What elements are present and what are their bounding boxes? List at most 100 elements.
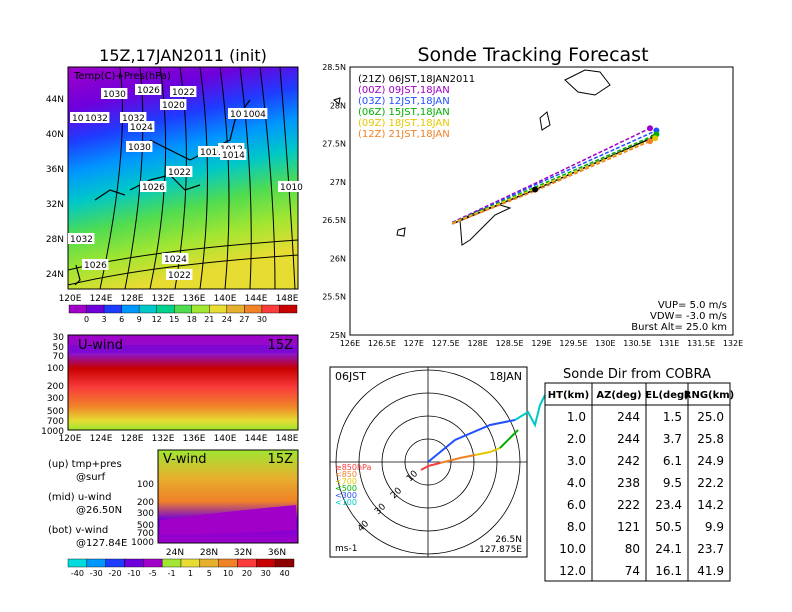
- table-cell: 4.0: [567, 476, 586, 490]
- u-wind-x-tick: 148E: [276, 434, 299, 444]
- wind-colorbar-tick: 20: [242, 569, 252, 578]
- info-vup: VUP= 5.0 m/s: [658, 300, 727, 311]
- u-wind-x-tick: 140E: [214, 434, 237, 444]
- v-wind-x-tick: 32N: [234, 548, 252, 558]
- wind-colorbar-tick: -1: [168, 569, 176, 578]
- u-wind-y-tick: 500: [47, 407, 64, 417]
- polar-legend-entry: <100: [335, 498, 357, 507]
- polar-units: ms-1: [335, 544, 357, 554]
- colorbar-tick: 12: [152, 315, 162, 324]
- polar-legend-entry: ≥850hPa: [335, 463, 372, 472]
- colorbar-segment: [138, 304, 157, 314]
- table-cell: 10.0: [559, 542, 586, 556]
- colorbar-segment: [174, 304, 192, 314]
- v-wind-x-tick: 28N: [200, 548, 218, 558]
- map-x-tick: 144E: [245, 294, 268, 304]
- u-wind-label: U-wind: [78, 338, 123, 353]
- wind-colorbar-tick: 1: [188, 569, 193, 578]
- polar-ring-labels: 10 20 30 40: [356, 469, 420, 534]
- table-cell: 24.9: [697, 454, 724, 468]
- wind-colorbar-segment: [161, 558, 182, 568]
- u-wind-x-ticks: 120E 124E 128E 132E 136E 140E 144E 148E: [59, 434, 299, 444]
- colorbar-segment: [68, 304, 87, 314]
- u-wind-x-tick: 136E: [183, 434, 206, 444]
- track-x-tick: 128E: [468, 339, 488, 348]
- track-y-tick: 26.5N: [322, 216, 346, 225]
- u-wind-y-tick: 700: [47, 417, 64, 427]
- map-y-tick: 44N: [46, 95, 64, 105]
- u-wind-y-tick: 100: [47, 364, 64, 374]
- track-legend-entry: (21Z) 06JST,18JAN2011: [358, 74, 475, 85]
- u-wind-band: [68, 345, 298, 353]
- isobar-label-bg: [140, 181, 167, 192]
- polar-legend-entry: <700: [335, 477, 357, 486]
- isobar-label: 1026: [142, 183, 165, 193]
- track-x-tick: 131E: [659, 339, 679, 348]
- colorbar-tick: 30: [257, 315, 267, 324]
- track-legend-entry: (09Z) 18JST,18JAN: [358, 118, 450, 129]
- wind-colorbar: [67, 558, 295, 568]
- u-wind-y-tick: 70: [53, 352, 65, 362]
- track-x-tick: 132E: [723, 339, 743, 348]
- track-x-tick: 127E: [404, 339, 424, 348]
- u-wind-x-tick: 132E: [152, 434, 175, 444]
- table-cell: 242: [617, 454, 640, 468]
- track-info: VUP= 5.0 m/s VDW= -3.0 m/s Burst Alt= 25…: [631, 300, 727, 333]
- colorbar-tick: 15: [169, 315, 179, 324]
- u-wind-y-tick: 200: [47, 382, 64, 392]
- polar-legend: ≥850hPa<850<700<500<300<100: [335, 463, 372, 507]
- table-cell: 121: [617, 520, 640, 534]
- isobar-label: 1016: [200, 148, 223, 158]
- table-cell: 14.2: [697, 498, 724, 512]
- v-wind-y-tick: 700: [137, 529, 154, 539]
- track-x-tick: 129.5E: [559, 339, 587, 348]
- wind-colorbar-tick: -10: [127, 569, 140, 578]
- v-wind-y-tick: 1000: [131, 538, 154, 548]
- track-line: [451, 127, 651, 224]
- track-x-ticks: 126E 126.5E 127E 127.5E 128E 128.5E 129E 129.5E…: [340, 339, 743, 348]
- polar-lat: 26.5N: [495, 535, 522, 545]
- isobar-label: 1014: [222, 151, 245, 161]
- v-wind-x-ticks: 24N 28N 32N 36N: [166, 548, 286, 558]
- table-cell: 50.5: [655, 520, 682, 534]
- map-x-tick: 124E: [90, 294, 113, 304]
- track-endpoint: [647, 138, 654, 145]
- map-y-tick: 40N: [46, 130, 64, 140]
- table-cell: 23.7: [697, 542, 724, 556]
- v-wind-low-band: [160, 505, 296, 535]
- isobar-label-bg: [220, 149, 247, 160]
- track-legend-entry: (03Z) 12JST,18JAN: [358, 96, 450, 107]
- table-header: HT(km): [548, 390, 589, 401]
- table-title: Sonde Dir from COBRA: [563, 367, 711, 382]
- colorbar-segment: [156, 304, 175, 314]
- colorbar-tick: 24: [222, 315, 232, 324]
- wind-colorbar-segment: [180, 558, 201, 568]
- table-cell: 41.9: [697, 564, 724, 578]
- track-endpoint: [652, 135, 659, 142]
- colorbar-segment: [244, 304, 263, 314]
- main-title: Sonde Tracking Forecast: [417, 44, 648, 66]
- u-wind-time: 15Z: [268, 338, 294, 353]
- isobar-label: 1022: [168, 271, 191, 281]
- colorbar-segment: [121, 304, 140, 314]
- colorbar-tick: 27: [239, 315, 249, 324]
- isobar-label-bg: [218, 143, 245, 154]
- isobar-label-bg: [166, 166, 193, 177]
- isobar-label-bg: [166, 269, 193, 280]
- table-cell: 25.0: [697, 410, 724, 424]
- isobar-label-bg: [128, 121, 155, 132]
- v-wind-x-tick: 24N: [166, 548, 184, 558]
- table-cell: 12.0: [559, 564, 586, 578]
- v-wind-y-tick: 200: [137, 498, 154, 508]
- colorbar-tick: 21: [204, 315, 214, 324]
- isobar-label: 1022: [168, 168, 191, 178]
- track-y-tick: 26N: [330, 254, 346, 263]
- panel-notes: (up) tmp+pres @surf (mid) u-wind @26.50N…: [48, 459, 127, 549]
- isobar-label-bg: [83, 112, 110, 123]
- wind-colorbar-tick: -5: [149, 569, 157, 578]
- table-border: [544, 382, 731, 582]
- track-x-tick: 130.5E: [623, 339, 651, 348]
- u-wind-y-tick: 300: [47, 394, 64, 404]
- track-legend: (21Z) 06JST,18JAN2011(00Z) 09JST,18JAN(0…: [358, 74, 475, 140]
